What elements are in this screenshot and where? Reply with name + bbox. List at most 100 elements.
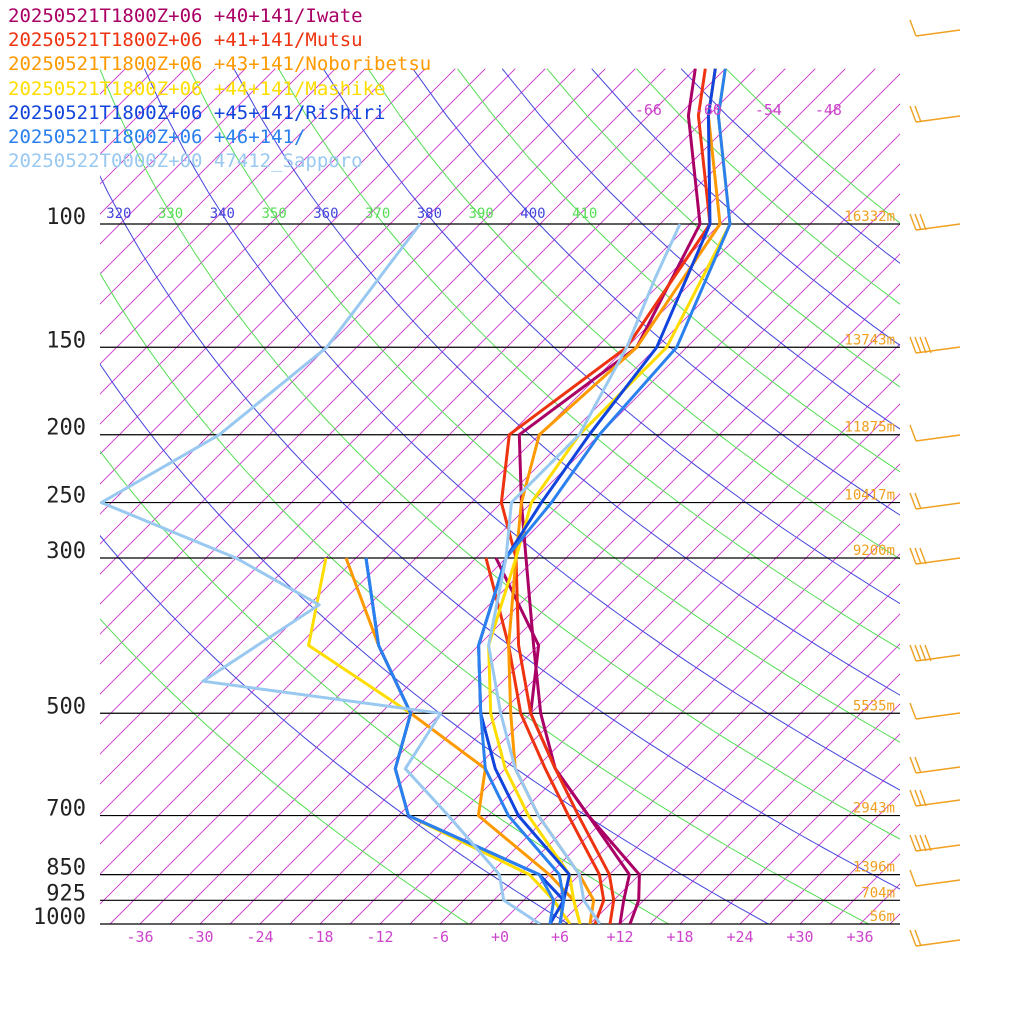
isotherm (619, 643, 900, 924)
x-tick-label: +12 (606, 928, 633, 946)
x-tick-label: +0 (491, 928, 509, 946)
series-0-dewpoint (494, 557, 631, 924)
isotherm (100, 68, 396, 365)
height-label: 10417m (844, 488, 895, 504)
isotherm (100, 68, 486, 455)
wind-barb-feather (909, 869, 917, 887)
theta-label: 370 (365, 206, 390, 222)
height-label: 2943m (853, 801, 895, 817)
wind-barb-feather (914, 644, 922, 662)
legend-entry: 20250521T1800Z+06 +43+141/Noboribetsu (8, 53, 432, 76)
isotherm (319, 343, 900, 924)
wind-barb-feather (919, 789, 927, 807)
isotherm (100, 68, 576, 545)
isotherm (100, 68, 696, 665)
top-temperature-label: -48 (815, 101, 842, 119)
wind-barb-feather (909, 834, 917, 852)
wind-barb-feather (914, 789, 922, 807)
isotherm (109, 133, 900, 924)
legend-entry: 20250521T1800Z+06 +40+141/Iwate (8, 5, 363, 27)
dry-adiabat (501, 68, 900, 430)
isotherm (559, 583, 900, 924)
wind-barb (915, 115, 961, 123)
wind-barb (915, 939, 961, 947)
wind-barb-feather (909, 644, 917, 662)
isotherm (649, 673, 900, 924)
isotherm (100, 68, 306, 275)
isotherm (169, 193, 900, 924)
isotherm (100, 68, 606, 575)
theta-label: 330 (158, 206, 183, 222)
theta-label: 340 (210, 206, 235, 222)
wind-barb (915, 712, 961, 720)
wind-barb-feather (914, 213, 922, 231)
wind-barb (915, 29, 961, 37)
wind-barb-feather (914, 756, 922, 774)
isotherm (100, 68, 276, 245)
isotherm (0, 69, 35, 924)
dry-adiabat (100, 175, 900, 890)
theta-label: 400 (520, 206, 545, 222)
theta-label: 320 (106, 206, 131, 222)
height-label: 5535m (853, 698, 895, 714)
isotherm (100, 73, 900, 875)
isotherm (100, 103, 900, 905)
dry-adiabat (188, 68, 900, 743)
height-label: 13743m (844, 332, 895, 348)
isotherm (229, 253, 900, 924)
height-label: 16332m (844, 209, 895, 225)
wind-barb-feather (924, 644, 932, 662)
height-label: 9200m (853, 543, 895, 559)
dry-adiabat (367, 68, 900, 560)
wind-barb-feather (914, 105, 922, 123)
dry-adiabat (233, 68, 900, 696)
wind-barb (915, 799, 961, 807)
top-temperature-label: -54 (755, 101, 782, 119)
isotherm (100, 68, 846, 815)
isotherm (439, 463, 900, 924)
height-label: 11875m (844, 420, 895, 436)
pressure-label: 200 (46, 416, 86, 441)
isotherm (529, 553, 900, 924)
wind-barb-feather (919, 644, 927, 662)
dry-adiabat (100, 68, 900, 840)
dry-adiabat (100, 363, 769, 924)
isotherm (100, 68, 726, 695)
x-tick-label: +18 (666, 928, 693, 946)
theta-label: 410 (572, 206, 597, 222)
isotherm (100, 68, 246, 215)
wind-barb (915, 557, 961, 565)
sounding-series (100, 68, 732, 924)
wind-barb-feather (909, 105, 917, 123)
theta-label: 350 (261, 206, 286, 222)
x-tick-label: +36 (846, 928, 873, 946)
top-temperature-label: -60 (695, 101, 722, 119)
wind-barb (915, 654, 961, 662)
wind-barb-feather (909, 336, 917, 354)
isotherm (139, 163, 900, 924)
isotherm (289, 313, 900, 924)
legend-entry: 20250521T1800Z+06 +45+141/Rishiri (8, 101, 386, 124)
wind-barb-feather (914, 336, 922, 354)
wind-barb (915, 434, 961, 442)
x-tick-label: +6 (551, 928, 569, 946)
series-0-temperature (517, 68, 702, 924)
legend-entry: 20250521T1800Z+06 +44+141/Mashike (8, 77, 386, 100)
height-label: 704m (861, 885, 895, 901)
isotherm (100, 68, 456, 425)
wind-barb-feather (909, 756, 917, 774)
isotherm (100, 68, 636, 605)
pressure-label: 100 (46, 205, 86, 230)
dry-adiabat (100, 450, 669, 924)
wind-barb-feather (909, 702, 917, 720)
wind-barb-feather (924, 834, 932, 852)
dry-adiabat (100, 272, 869, 924)
x-tick-label: -12 (366, 928, 393, 946)
dry-adiabat (457, 68, 900, 473)
isotherm (499, 523, 900, 924)
wind-barb-feather (909, 492, 917, 510)
series-1-dewpoint (484, 557, 606, 924)
legend: 20250521T1800Z+06 +40+141/Iwate 20250521T… (8, 4, 431, 173)
pressure-label: 150 (46, 328, 86, 353)
wind-barb-feather (924, 336, 932, 354)
